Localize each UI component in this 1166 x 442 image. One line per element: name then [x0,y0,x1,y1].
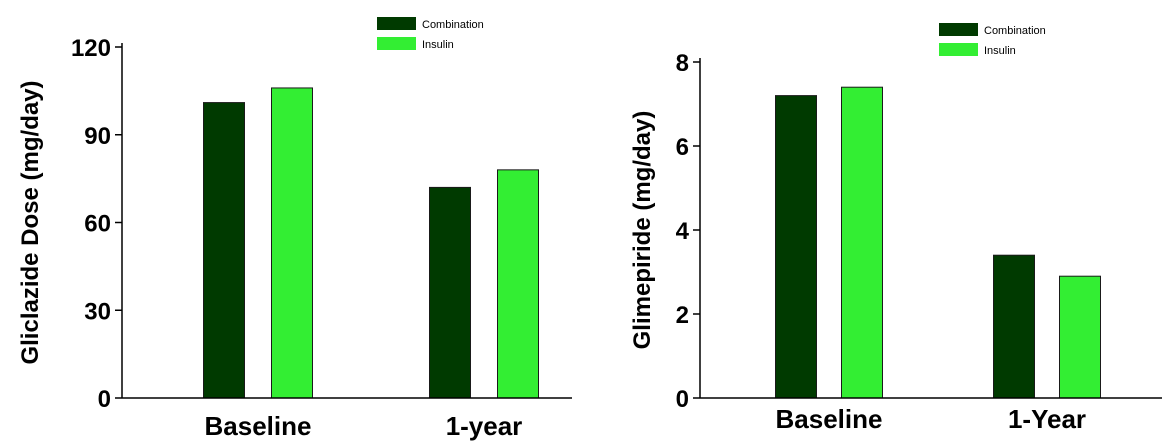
y-tick-label: 4 [676,218,690,245]
legend-label: Insulin [984,45,1016,57]
y-tick-label: 60 [84,211,111,238]
y-tick-label: 90 [84,123,111,150]
category-label: Baseline [776,404,883,434]
y-axis-label: Glimepiride (mg/day) [629,111,656,350]
y-tick-label: 30 [84,298,111,325]
y-tick-label: 6 [676,134,689,161]
y-tick-label: 0 [676,386,689,413]
legend-label: Combination [422,19,484,31]
y-tick-label: 0 [98,386,111,413]
bar-combination-1-year [993,254,1035,399]
y-tick-label: 8 [676,50,689,77]
legend-swatch-combination [377,17,416,30]
legend-swatch-insulin [939,43,978,56]
bar-insulin-baseline [841,86,883,399]
legend-swatch-insulin [377,37,416,50]
y-tick-label: 2 [676,302,689,329]
bar-combination-baseline [775,95,817,399]
legend-label: Combination [984,25,1046,37]
category-label: 1-year [446,411,523,441]
category-label: 1-Year [1008,404,1086,434]
bar-insulin-baseline [271,87,313,399]
y-axis-label: Gliclazide Dose (mg/day) [17,80,44,364]
bar-combination-baseline [203,102,245,399]
bar-insulin-1-year [1059,275,1101,399]
bar-insulin-1-year [497,169,539,399]
legend-swatch-combination [939,23,978,36]
bar-combination-1-year [429,186,471,399]
gliclazide-chart-panel: 0 30 60 90 120 Gliclazide Dose (mg/day) Baseli… [17,17,572,441]
glimepiride-chart-panel: 0 2 4 6 8 Glimepiride (mg/day) Baseline 1-Year C… [629,23,1162,434]
y-tick-label: 120 [71,35,111,62]
legend-label: Insulin [422,39,454,51]
category-label: Baseline [205,411,312,441]
